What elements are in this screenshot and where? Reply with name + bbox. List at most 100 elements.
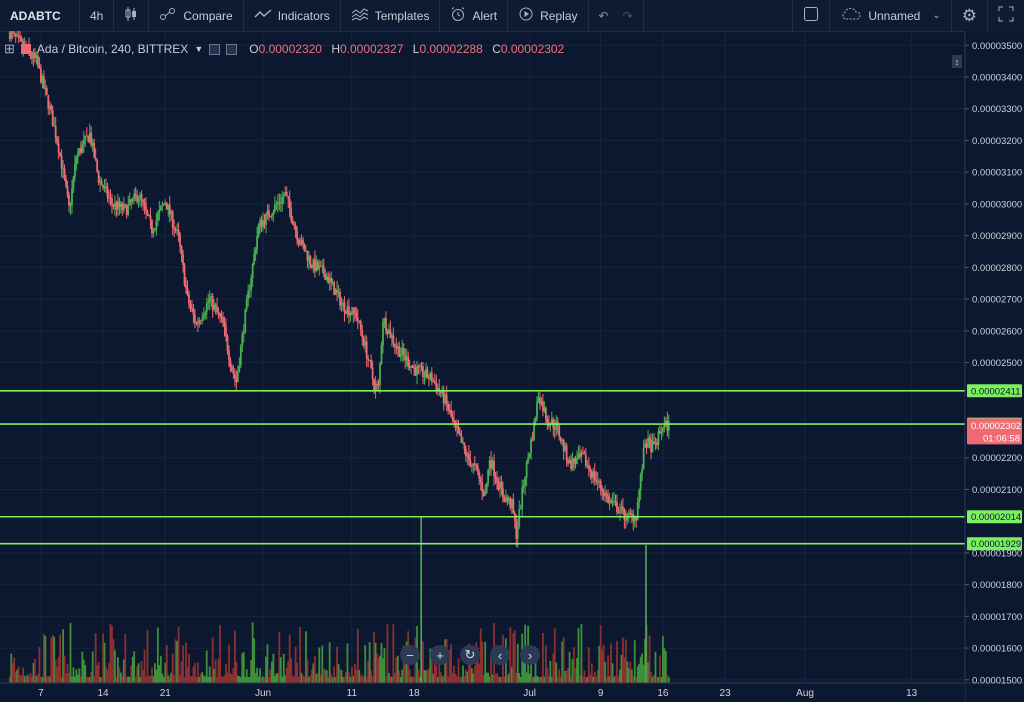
volume-bar [266, 644, 269, 683]
candle-body [584, 454, 587, 466]
candle-body [484, 493, 487, 496]
price-tick-label: 0.00002700 [972, 295, 1022, 306]
horizontal-lines[interactable] [0, 389, 965, 545]
price-axis[interactable] [965, 31, 1024, 683]
candle-body [629, 512, 632, 515]
candle-body [502, 488, 504, 498]
fullscreen-button[interactable] [988, 0, 1024, 31]
scale-toggle-icon[interactable]: ↕ [952, 55, 962, 68]
candle-body [47, 94, 50, 109]
volume-bar [284, 675, 287, 683]
candle-body [542, 401, 544, 412]
settings-button[interactable]: ⚙ [952, 0, 988, 31]
candle-body [74, 164, 76, 177]
candle-body [574, 462, 577, 464]
volume-bar [182, 645, 184, 683]
zoom-out-button[interactable]: − [400, 645, 420, 665]
volume-bar [377, 657, 380, 683]
compare-button[interactable]: Compare [149, 0, 244, 31]
low-label: L [412, 42, 420, 56]
volume-bar [68, 672, 70, 683]
candle-body [565, 445, 568, 461]
volume-bar [137, 663, 140, 683]
candle-body [654, 442, 657, 444]
zoom-in-button[interactable]: + [430, 645, 450, 665]
candle-body [213, 304, 216, 310]
redo-button[interactable]: ↷ [613, 0, 644, 31]
time-axis[interactable] [0, 683, 965, 702]
price-tick-label: 0.00001900 [972, 548, 1022, 559]
last-price-label: 0.00002302 [971, 421, 1021, 432]
candle-body [16, 35, 19, 37]
legend-expand-icon[interactable]: ⊞ [4, 41, 15, 56]
volume-bar [559, 676, 562, 683]
candle-body [642, 447, 645, 470]
candle-body [650, 440, 652, 453]
candle-body [510, 499, 513, 508]
candle-body [426, 369, 429, 378]
legend-settings-icon[interactable] [226, 43, 238, 55]
candle-body [660, 431, 663, 434]
volume-bar [306, 659, 309, 683]
scroll-left-button[interactable]: ‹ [490, 645, 510, 665]
volume-bar [586, 676, 589, 683]
horizontal-line-label-bg [967, 510, 1022, 524]
volume-bar [122, 659, 125, 683]
compare-icon [159, 7, 177, 24]
scroll-right-button[interactable]: › [520, 645, 540, 665]
replay-button[interactable]: Replay [508, 0, 589, 31]
price-chart[interactable]: 0.00003500 0.00003400 0.00003300 0.00003200… [0, 31, 1024, 702]
candle-body [186, 288, 189, 295]
volume-bar [257, 676, 260, 683]
volume-bar [273, 675, 276, 683]
volume-bar [638, 663, 641, 683]
candle-body [583, 453, 586, 455]
candle-body [651, 441, 654, 453]
candle-body [125, 205, 128, 215]
templates-button[interactable]: Templates [341, 0, 441, 31]
candle-body [299, 243, 301, 245]
volume-bar [460, 676, 463, 683]
candle-body [99, 180, 102, 183]
volume-bar [84, 665, 87, 683]
volume-bar [235, 661, 238, 683]
candle-body [544, 408, 547, 420]
candle-body [82, 139, 85, 145]
interval-button[interactable]: 4h [80, 0, 115, 31]
volume-bar [158, 664, 161, 683]
candle-body [427, 377, 430, 379]
volume-bar [666, 674, 669, 683]
candle-body [576, 457, 578, 464]
indicators-button[interactable]: Indicators [244, 0, 341, 31]
alert-button[interactable]: Alert [440, 0, 509, 31]
chart-style-button[interactable] [114, 0, 150, 31]
volume-bar [447, 676, 450, 683]
plus-icon: + [436, 647, 444, 663]
symbol-search-button[interactable]: ADABTC [0, 0, 80, 31]
candle-body [211, 295, 214, 310]
volume-bar [509, 627, 512, 683]
layout-name-button[interactable]: Unnamed ⌄ [830, 0, 952, 31]
volume-bar [402, 645, 405, 683]
select-layout-button[interactable] [792, 0, 831, 31]
candle-body [558, 426, 561, 438]
low-value: 0.00002288 [419, 42, 483, 56]
undo-button[interactable]: ↶ [589, 0, 613, 31]
time-tick-label: 11 [347, 688, 358, 699]
replay-label: Replay [540, 8, 578, 23]
candle-body [38, 65, 41, 68]
candle-body [303, 244, 306, 252]
candle-body [621, 506, 624, 509]
candle-body [103, 186, 106, 189]
price-tick-label: 0.00003400 [972, 73, 1022, 84]
legend-dropdown-icon[interactable]: ▼ [194, 44, 204, 54]
volume-bar [436, 677, 439, 683]
candle-body [81, 144, 84, 153]
volume-bar [542, 633, 544, 683]
legend-eye-icon[interactable] [209, 43, 221, 55]
volume-bar [663, 648, 666, 683]
redo-icon: ↷ [622, 8, 633, 23]
reset-chart-button[interactable]: ↻ [460, 645, 480, 665]
volume-bar [238, 676, 241, 683]
candle-body [11, 31, 14, 33]
